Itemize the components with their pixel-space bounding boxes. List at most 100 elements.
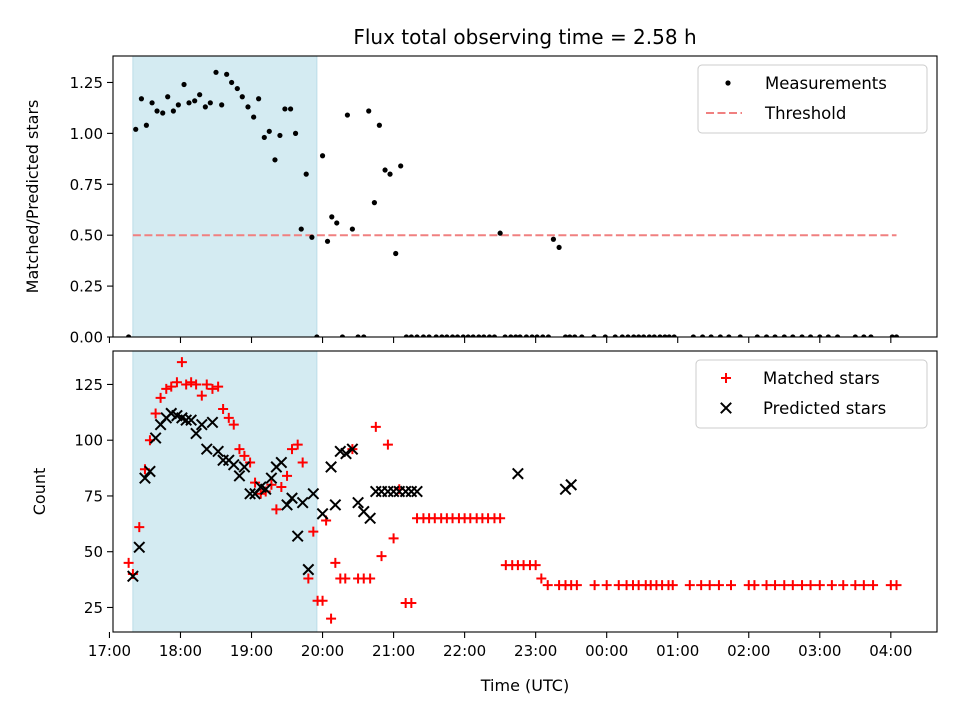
data-point — [244, 487, 257, 500]
data-point — [197, 92, 203, 98]
data-point — [139, 472, 151, 485]
bottom-panel: 25 50 75 100 125 17:00 18:00 19:00 20:00 21:00 22:… — [30, 350, 938, 695]
data-point — [376, 551, 387, 562]
data-point — [352, 496, 364, 509]
data-point — [797, 580, 808, 591]
data-point — [511, 467, 524, 480]
data-point — [666, 334, 672, 337]
data-point — [591, 334, 597, 337]
y-tick-label: 0.50 — [70, 227, 103, 245]
shaded-region — [132, 56, 318, 337]
data-point — [696, 580, 707, 591]
data-point — [858, 580, 869, 591]
data-point — [261, 134, 267, 141]
data-point — [272, 157, 278, 163]
x-tick-label: 19:00 — [230, 642, 273, 660]
data-point — [781, 334, 787, 337]
data-point — [202, 104, 208, 110]
data-point — [166, 381, 177, 392]
axes-frame — [112, 350, 938, 633]
data-point — [861, 334, 867, 337]
series-measurements — [126, 69, 900, 337]
data-point — [302, 563, 315, 576]
plot-area — [123, 351, 902, 632]
data-point — [326, 613, 337, 624]
data-point — [275, 456, 288, 469]
data-point — [292, 130, 299, 136]
x-tick-label: 00:00 — [585, 642, 628, 660]
data-point — [565, 478, 578, 491]
data-point — [465, 334, 471, 337]
data-point — [133, 541, 146, 554]
data-point — [207, 100, 213, 106]
data-point — [662, 334, 668, 337]
data-point — [460, 334, 466, 337]
data-point — [523, 334, 530, 337]
data-point — [749, 580, 760, 591]
y-tick-label: 100 — [74, 432, 103, 450]
data-point — [530, 560, 541, 571]
data-point — [850, 580, 861, 591]
data-point — [265, 472, 278, 485]
data-point — [292, 439, 303, 450]
data-point — [155, 392, 166, 403]
y-tick-label: 125 — [74, 376, 103, 394]
data-point — [631, 334, 637, 337]
data-point — [414, 334, 420, 337]
data-point — [291, 530, 304, 543]
data-point — [641, 334, 647, 337]
data-point — [772, 334, 778, 337]
data-point — [181, 81, 187, 88]
data-point — [149, 100, 155, 106]
data-point — [134, 522, 145, 533]
data-point — [807, 334, 814, 337]
data-point — [704, 580, 715, 591]
data-point — [382, 439, 393, 450]
data-point — [324, 238, 331, 244]
data-point — [206, 416, 219, 429]
data-point — [234, 444, 245, 455]
data-point — [550, 236, 557, 242]
data-point — [365, 573, 376, 584]
data-point — [287, 444, 298, 455]
data-point — [497, 230, 503, 236]
data-point — [486, 334, 493, 337]
data-point — [763, 334, 770, 337]
y-tick-label: 0.00 — [70, 329, 103, 347]
data-point — [891, 580, 902, 591]
data-point — [340, 573, 351, 584]
data-point — [330, 557, 341, 568]
data-point — [433, 334, 439, 337]
data-point — [534, 334, 540, 337]
data-point — [218, 403, 229, 414]
legend-label: Matched stars — [763, 369, 880, 388]
data-point — [403, 334, 409, 337]
data-point — [239, 94, 245, 100]
data-point — [144, 465, 156, 478]
data-point — [239, 450, 250, 461]
data-point — [491, 334, 498, 337]
legend-marker — [721, 373, 731, 383]
data-point — [339, 334, 346, 337]
data-point — [219, 102, 225, 108]
data-point — [406, 598, 417, 609]
x-tick-label: 03:00 — [798, 642, 841, 660]
data-point — [171, 377, 182, 388]
data-point — [170, 108, 176, 114]
data-point — [317, 595, 328, 606]
data-point — [717, 334, 723, 337]
plot-area — [126, 56, 900, 337]
data-point — [180, 414, 193, 427]
data-point — [334, 220, 340, 226]
data-point — [636, 334, 642, 337]
legend: Matched stars Predicted stars — [695, 359, 928, 429]
data-point — [303, 573, 314, 584]
data-point — [651, 334, 657, 337]
data-point — [376, 122, 382, 128]
data-point — [699, 334, 706, 337]
data-point — [370, 421, 381, 432]
y-axis-label: Count — [30, 468, 49, 516]
data-point — [286, 492, 298, 505]
data-point — [281, 498, 293, 511]
data-point — [344, 112, 351, 118]
